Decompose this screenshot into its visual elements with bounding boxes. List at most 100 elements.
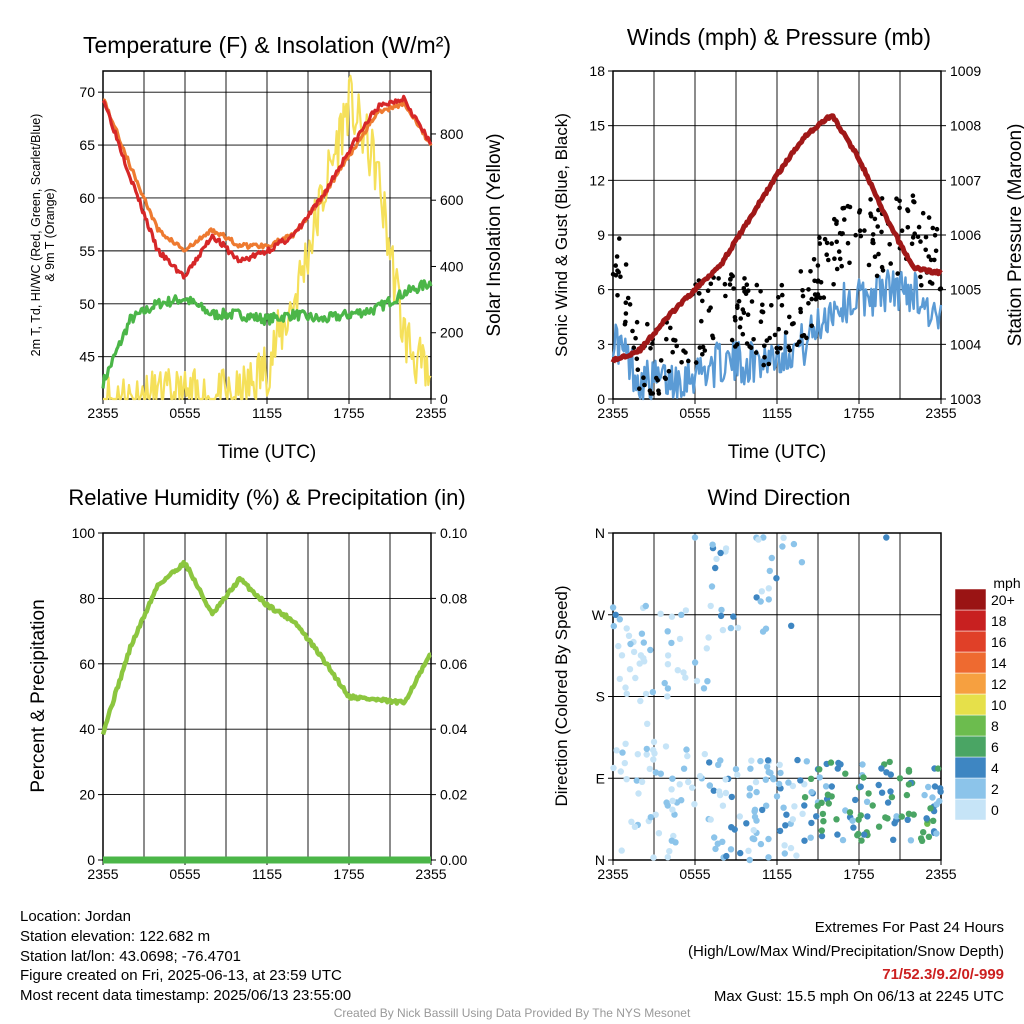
direction-point	[773, 575, 780, 582]
direction-point	[626, 666, 634, 673]
direction-point	[689, 784, 696, 791]
gust-point	[722, 281, 728, 287]
gust-point	[826, 257, 831, 263]
direction-point	[722, 776, 729, 783]
direction-point	[766, 567, 773, 575]
direction-point	[893, 813, 900, 820]
temp-y2-tick-label: 800	[440, 126, 464, 142]
wind-y-tick-label: 15	[589, 118, 605, 134]
direction-point	[755, 536, 762, 543]
colorbar-title: mph	[993, 575, 1020, 591]
gust-point	[791, 321, 796, 326]
direction-point	[803, 758, 810, 765]
rh-y2-tick-label: 0.08	[440, 590, 467, 606]
direction-point	[801, 802, 808, 809]
direction-point	[678, 611, 685, 618]
gust-point	[824, 240, 830, 246]
gust-point	[799, 333, 805, 339]
direction-point	[921, 791, 928, 799]
wind-y2-tick-label: 1008	[950, 118, 981, 134]
gust-point	[809, 323, 814, 329]
gust-point	[872, 254, 878, 259]
direction-point	[668, 639, 675, 647]
direction-point	[734, 624, 742, 631]
direction-point	[650, 756, 657, 763]
direction-point	[807, 834, 814, 841]
extremes-values: 71/52.3/9.2/0/-999	[882, 966, 1004, 983]
temperature-panel: Temperature (F) & Insolation (W/m²) Time…	[29, 32, 505, 463]
temp-2m-line	[101, 94, 433, 280]
gust-point	[919, 283, 924, 288]
gust-point	[674, 343, 679, 349]
colorbar-label: 18	[991, 613, 1007, 629]
gust-point	[623, 262, 629, 267]
gust-point	[927, 279, 933, 285]
colorbar-label: 6	[991, 739, 999, 755]
direction-point	[789, 816, 796, 823]
gust-point	[658, 358, 664, 363]
direction-point	[718, 606, 725, 614]
gust-point	[761, 362, 766, 368]
gust-point	[836, 249, 842, 254]
gust-point	[910, 235, 916, 240]
rh-x-tick-label: 1155	[252, 866, 282, 882]
gust-point	[857, 228, 863, 233]
colorbar-label: 0	[991, 802, 999, 818]
direction-point	[682, 607, 690, 614]
gust-point	[637, 386, 642, 392]
direction-point	[936, 797, 943, 805]
gust-point	[775, 350, 780, 355]
direction-point	[780, 534, 787, 541]
gust-point	[662, 375, 668, 381]
direction-point	[818, 799, 825, 806]
direction-point	[637, 697, 644, 705]
gust-point	[670, 349, 675, 355]
direction-point	[642, 690, 650, 698]
temperature-xlabel: Time (UTC)	[218, 442, 317, 463]
direction-point	[905, 781, 913, 788]
gust-point	[812, 278, 817, 284]
gust-point	[897, 205, 902, 211]
gust-point	[923, 234, 929, 240]
direction-point	[616, 616, 623, 623]
max-gust-text: Max Gust: 15.5 mph On 06/13 at 2245 UTC	[713, 988, 1004, 1005]
direction-panel: Wind Direction Direction (Colored By Spe…	[552, 485, 1021, 882]
gust-point	[887, 242, 892, 247]
dir-y-tick-label: N	[595, 852, 605, 868]
gust-point	[829, 241, 834, 246]
direction-point	[799, 810, 806, 817]
direction-point	[764, 757, 772, 764]
station-pressure-line	[610, 113, 943, 364]
gust-point	[888, 261, 893, 266]
gust-point	[813, 297, 819, 302]
wind-y-tick-label: 3	[597, 336, 605, 352]
relative-humidity-line	[100, 559, 432, 736]
direction-point	[704, 678, 711, 685]
direction-point	[758, 588, 765, 595]
direction-point	[716, 791, 724, 799]
gust-point	[933, 248, 939, 254]
direction-point	[610, 622, 617, 630]
wind-y2-tick-label: 1006	[950, 227, 981, 243]
gust-point	[650, 391, 656, 396]
direction-point	[668, 613, 676, 620]
gust-point	[912, 231, 917, 236]
rh-x-tick-label: 2355	[415, 866, 446, 882]
direction-point	[650, 746, 657, 754]
direction-point	[650, 738, 658, 746]
gust-point	[847, 260, 852, 266]
gust-point	[822, 236, 828, 242]
direction-point	[722, 548, 729, 555]
colorbar-swatch	[954, 714, 987, 737]
direction-point	[825, 800, 832, 807]
direction-point	[652, 811, 659, 818]
gust-point	[866, 262, 872, 268]
gust-point	[614, 254, 620, 259]
gust-point	[623, 300, 629, 306]
direction-point	[890, 836, 897, 843]
gust-point	[932, 257, 937, 263]
direction-point	[905, 810, 913, 817]
gust-point	[926, 215, 932, 220]
direction-point	[875, 823, 883, 830]
gust-point	[831, 282, 836, 287]
